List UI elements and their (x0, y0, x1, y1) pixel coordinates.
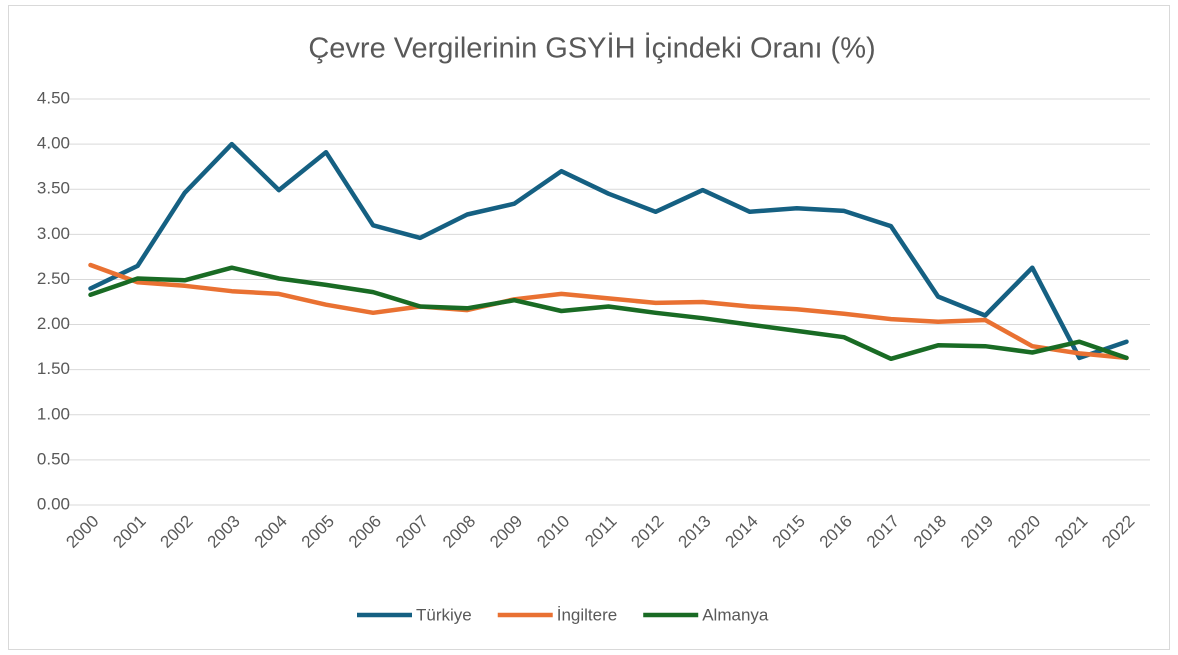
y-tick-label: 1.50 (37, 359, 70, 378)
chart-border (8, 5, 1170, 650)
legend-label: Almanya (702, 605, 769, 624)
y-tick-label: 1.00 (37, 404, 70, 423)
legend-label: Türkiye (416, 605, 472, 624)
line-series (88, 265, 1129, 362)
y-tick-label: 0.50 (37, 449, 70, 468)
chart-title: Çevre Vergilerinin GSYİH İçindeki Oranı … (308, 32, 875, 65)
legend-label: İngiltere (557, 605, 617, 624)
line-series (88, 141, 1129, 361)
y-tick-label: 3.00 (37, 224, 70, 243)
line-series (88, 262, 1129, 361)
y-tick-label: 0.00 (37, 494, 70, 513)
y-tick-label: 4.00 (37, 134, 70, 153)
y-tick-label: 3.50 (37, 179, 70, 198)
y-tick-label: 2.50 (37, 269, 70, 288)
y-tick-label: 4.50 (37, 88, 70, 107)
y-tick-label: 2.00 (37, 314, 70, 333)
